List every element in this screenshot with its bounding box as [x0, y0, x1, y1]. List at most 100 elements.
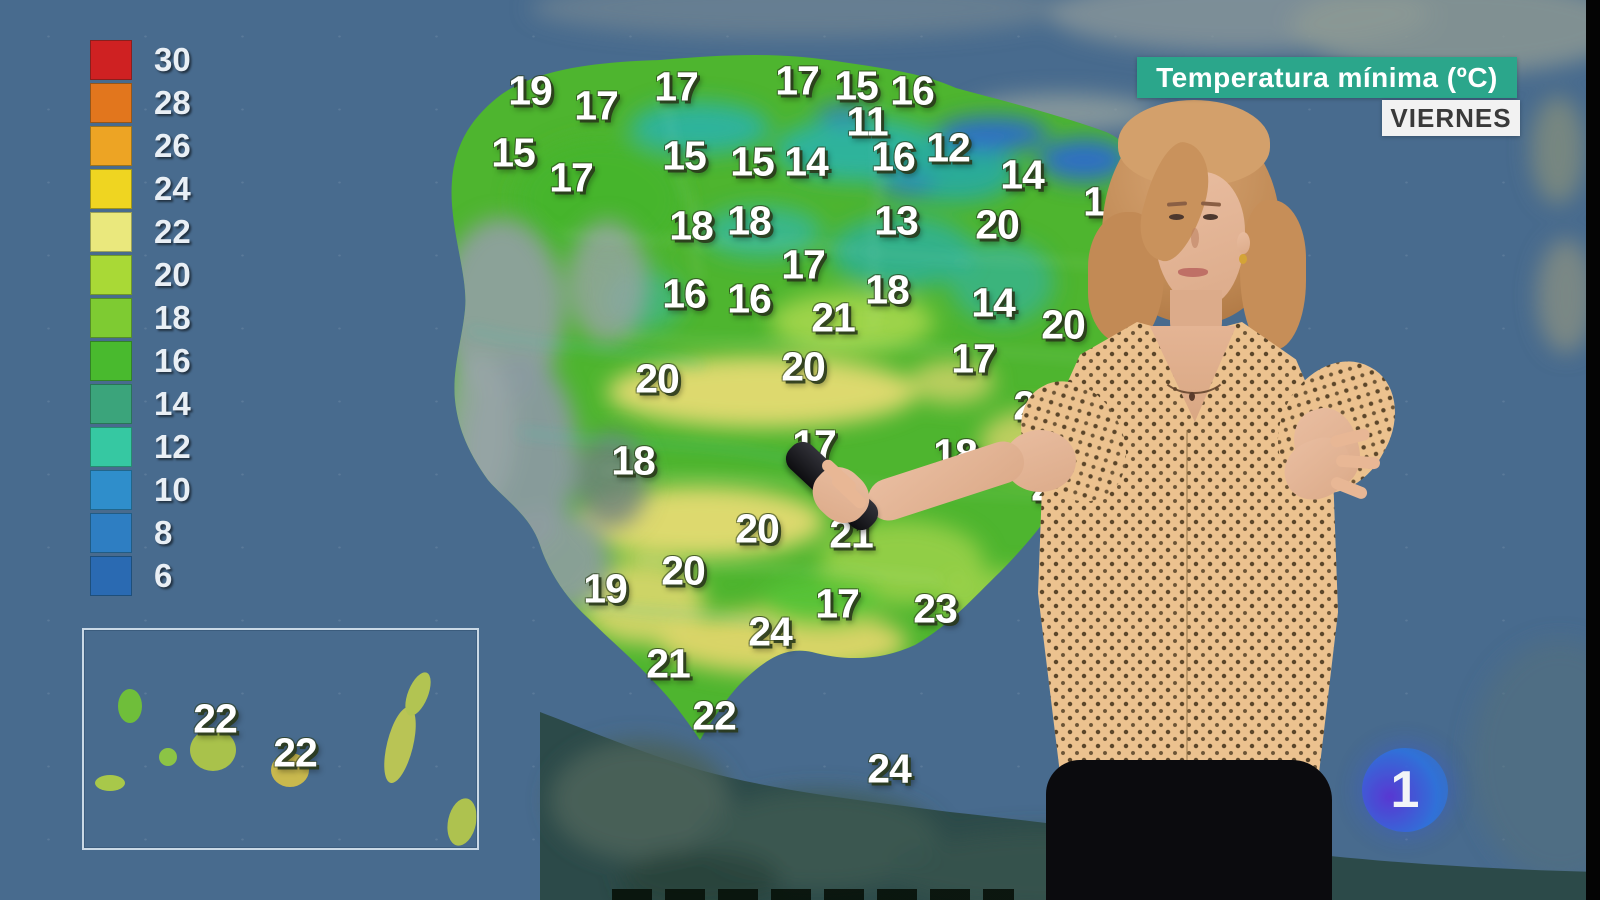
legend-swatch: [90, 211, 132, 252]
temp-label: 17: [654, 63, 699, 110]
legend-row: 24: [90, 167, 191, 210]
temp-label: 20: [781, 343, 826, 390]
legend-row: 16: [90, 339, 191, 382]
temp-label: 23: [913, 585, 958, 632]
temp-label: 19: [583, 565, 628, 612]
legend-swatch: [90, 340, 132, 381]
screen-edge-bar: [1586, 0, 1600, 900]
temp-label: 18: [669, 202, 714, 249]
presenter-hair: [1240, 200, 1306, 350]
temp-label: 21: [811, 294, 856, 341]
temp-label: 16: [871, 133, 916, 180]
temp-label: 14: [1000, 151, 1045, 198]
forecast-day-bar: VIERNES: [1382, 100, 1520, 136]
temp-label: 11: [846, 98, 888, 145]
legend-value: 6: [154, 557, 173, 594]
temp-label: 22: [692, 692, 737, 739]
temp-label: 17: [549, 154, 594, 201]
temp-label: 16: [890, 67, 935, 114]
legend-value: 20: [154, 256, 191, 293]
legend-row: 10: [90, 468, 191, 511]
forecast-day: VIERNES: [1390, 102, 1512, 133]
presenter-necklace: [1158, 344, 1230, 394]
temp-label: 24: [748, 608, 793, 655]
legend-swatch: [90, 82, 132, 123]
legend-swatch: [90, 254, 132, 295]
legend-swatch: [90, 426, 132, 467]
temp-label: 20: [1041, 301, 1086, 348]
map-title: Temperatura mínima (ºC): [1156, 61, 1498, 93]
legend-value: 10: [154, 471, 191, 508]
legend-row: 26: [90, 124, 191, 167]
africa-coast: [540, 712, 1600, 900]
temp-label: 17: [951, 335, 996, 382]
legend-swatch: [90, 469, 132, 510]
legend-row: 14: [90, 382, 191, 425]
presenter-eye: [1169, 214, 1184, 220]
temp-label: 18: [727, 197, 772, 244]
temp-label: 17: [574, 82, 619, 129]
temp-label: 22: [273, 729, 318, 776]
presenter-arm: [862, 435, 1030, 527]
legend-value: 14: [154, 385, 191, 422]
temp-label: 17: [781, 241, 826, 288]
legend-value: 22: [154, 213, 191, 250]
legend-row: 28: [90, 81, 191, 124]
temp-label: 20: [975, 201, 1020, 248]
legend-value: 30: [154, 41, 191, 78]
presenter-blouse-seam: [1186, 430, 1188, 782]
legend-swatch: [90, 383, 132, 424]
legend-value: 26: [154, 127, 191, 164]
legend-row: 30: [90, 38, 191, 81]
temp-label: 15: [730, 138, 775, 185]
legend-swatch: [90, 39, 132, 80]
temp-label: 1: [1083, 178, 1106, 225]
presenter-earring: [1239, 254, 1247, 264]
legend-row: 8: [90, 511, 191, 554]
temp-label: 15: [491, 129, 536, 176]
legend-row: 18: [90, 296, 191, 339]
legend-value: 28: [154, 84, 191, 121]
la1-channel-logo: 1: [1362, 748, 1448, 832]
temp-label: 22: [193, 695, 238, 742]
temp-label: 16: [662, 270, 707, 317]
legend-value: 8: [154, 514, 173, 551]
temp-label: 20: [661, 547, 706, 594]
legend-value: 12: [154, 428, 191, 465]
temp-label: 15: [834, 62, 879, 109]
legend-value: 24: [154, 170, 191, 207]
temp-label: 14: [784, 138, 829, 185]
presenter-eye: [1203, 214, 1218, 220]
legend-value: 16: [154, 342, 191, 379]
legend-row: 20: [90, 253, 191, 296]
map-title-bar: Temperatura mínima (ºC): [1137, 57, 1517, 98]
presenter-pants: [1046, 760, 1332, 900]
legend-row: 6: [90, 554, 191, 597]
temp-label: 20: [735, 505, 780, 552]
temp-label: 14: [971, 279, 1016, 326]
temp-label: 17: [775, 57, 820, 104]
temp-label: 13: [874, 197, 919, 244]
temp-label: 16: [727, 275, 772, 322]
legend-swatch: [90, 297, 132, 338]
legend-swatch: [90, 555, 132, 596]
temp-label: 24: [867, 745, 912, 792]
temp-label: 15: [662, 132, 707, 179]
france-terrain: [530, 0, 1600, 880]
temp-label: 18: [865, 266, 910, 313]
temp-label: 21: [646, 640, 691, 687]
temperature-legend: 30 28 26 24 22 20 18 16 14 12 10 8 6: [90, 38, 191, 597]
legend-swatch: [90, 512, 132, 553]
temp-label: 20: [635, 355, 680, 402]
presenter-ear: [1237, 232, 1250, 254]
presenter-pendant: [1189, 392, 1195, 401]
legend-swatch: [90, 168, 132, 209]
legend-row: 22: [90, 210, 191, 253]
channel-number: 1: [1390, 761, 1420, 819]
legend-swatch: [90, 125, 132, 166]
canary-inset-box: [82, 628, 479, 850]
temp-label: 18: [611, 437, 656, 484]
